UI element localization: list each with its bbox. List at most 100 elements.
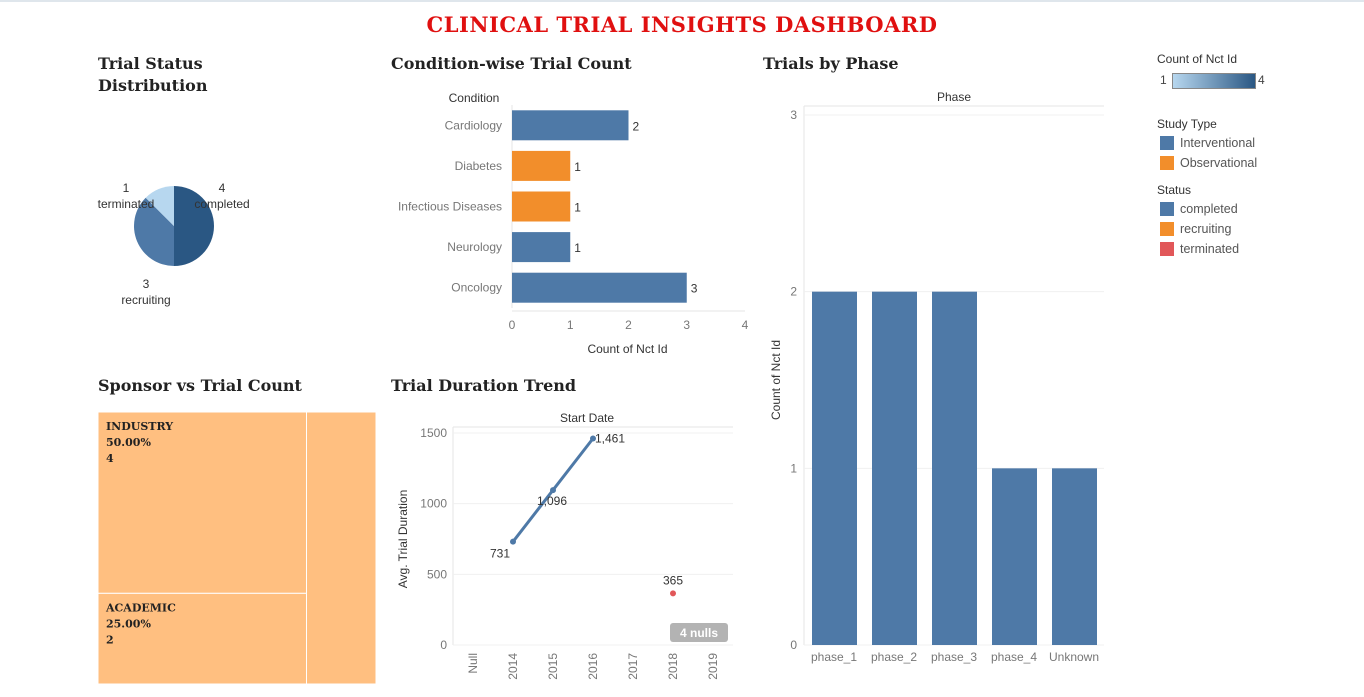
legend-label: Interventional (1180, 136, 1256, 150)
line-header: Start Date (560, 411, 614, 425)
duration-line-chart[interactable]: Start Date 0 500 1000 1500 Avg. Trial Duratio… (380, 405, 740, 695)
status-section-title: Trial Status Distribution (98, 54, 208, 95)
phase-bar[interactable] (812, 291, 857, 645)
pie-category-label: terminated (98, 197, 155, 211)
treemap-cell[interactable] (97, 592, 307, 685)
condition-bar[interactable] (512, 191, 571, 222)
legend-item-recruiting[interactable]: recruiting (1160, 222, 1231, 236)
nulls-badge-label: 4 nulls (680, 626, 718, 640)
phase-bar[interactable] (992, 468, 1037, 645)
x-tick-label: 3 (683, 318, 690, 332)
study-type-legend-title: Study Type (1157, 117, 1217, 131)
legend-item-interventional[interactable]: Interventional (1160, 136, 1255, 150)
color-legend-max: 4 (1258, 73, 1265, 87)
condition-label: Cardiology (445, 118, 502, 132)
duration-section-title: Trial Duration Trend (391, 376, 577, 395)
dashboard-title: CLINICAL TRIAL INSIGHTS DASHBOARD (426, 12, 938, 37)
condition-label: Infectious Diseases (398, 200, 502, 214)
isolated-point[interactable] (670, 590, 676, 597)
bar-value-label: 1 (574, 241, 581, 255)
phase-bar[interactable] (932, 291, 977, 645)
condition-bar[interactable] (512, 110, 629, 141)
isolated-point-label: 365 (663, 573, 683, 587)
x-tick-label: 2016 (586, 653, 600, 680)
phase-bar[interactable] (1052, 468, 1097, 645)
completed-swatch (1160, 202, 1174, 216)
point-label: 1,096 (537, 494, 567, 508)
condition-label: Diabetes (455, 159, 502, 173)
x-tick-label: 2019 (706, 653, 720, 680)
condition-bar-chart[interactable]: Condition Cardiology 2 Diabetes 1 Infectious … (380, 85, 760, 365)
bar-value-label: 1 (574, 160, 581, 174)
phase-label: phase_2 (871, 650, 917, 664)
treemap-percent: 50.00% (106, 436, 151, 449)
x-tick-label: 1 (567, 318, 574, 332)
x-tick-label: 2014 (506, 653, 520, 680)
trend-point[interactable] (510, 538, 516, 545)
bar-value-label: 2 (633, 119, 640, 133)
condition-bar[interactable] (512, 150, 571, 181)
y-tick-label: 500 (427, 567, 447, 581)
bar-value-label: 1 (574, 201, 581, 215)
point-label: 1,461 (595, 432, 625, 446)
treemap-count: 2 (106, 633, 114, 646)
treemap-percent: 25.00% (106, 617, 151, 630)
observational-swatch (1160, 156, 1174, 170)
pie-category-label: completed (194, 197, 249, 211)
x-tick-label: 0 (509, 318, 516, 332)
sponsor-treemap[interactable]: INDUSTRY 50.00% 4 ACADEMIC 25.00% 2 (97, 411, 377, 685)
x-tick-label: 2015 (546, 653, 560, 680)
color-legend-min: 1 (1160, 73, 1167, 87)
treemap-count: 4 (106, 452, 114, 465)
y-tick-label: 1 (790, 461, 797, 475)
pie-slice-terminated[interactable] (145, 186, 174, 226)
treemap-cell[interactable] (97, 411, 307, 594)
x-axis-title: Count of Nct Id (587, 342, 667, 356)
top-border (0, 0, 1364, 2)
y-tick-label: 2 (790, 285, 797, 299)
legend-item-completed[interactable]: completed (1160, 202, 1238, 216)
pie-value-label: 4 (219, 181, 226, 195)
status-pie-chart[interactable]: 4 completed 3 recruiting 1 terminated (90, 170, 280, 320)
y-axis-title: Avg. Trial Duration (396, 490, 410, 589)
phase-label: Unknown (1049, 650, 1099, 664)
y-tick-label: 1500 (420, 426, 447, 440)
treemap-name: INDUSTRY (106, 420, 173, 433)
y-tick-label: 1000 (420, 497, 447, 511)
y-axis-title: Count of Nct Id (769, 340, 783, 420)
treemap-name: ACADEMIC (105, 601, 176, 614)
legend-label: completed (1180, 202, 1238, 216)
treemap-cell[interactable] (306, 411, 377, 685)
trend-point[interactable] (590, 435, 596, 442)
bar-value-label: 3 (691, 282, 698, 296)
x-tick-label: 2018 (666, 653, 680, 680)
condition-section-title: Condition-wise Trial Count (391, 54, 632, 73)
point-label: 731 (490, 547, 510, 561)
y-tick-label: 0 (440, 638, 447, 652)
condition-bar[interactable] (512, 232, 571, 263)
phase-label: phase_1 (811, 650, 857, 664)
condition-axis-title: Condition (449, 91, 500, 105)
phase-bar[interactable] (872, 291, 917, 645)
trend-point[interactable] (550, 487, 556, 494)
pie-slice-completed[interactable] (174, 186, 214, 266)
pie-value-label: 3 (143, 277, 150, 291)
legend-label: Observational (1180, 156, 1258, 170)
pie-slice-recruiting[interactable] (134, 197, 174, 266)
sponsor-section-title: Sponsor vs Trial Count (98, 376, 302, 395)
phase-bar-chart[interactable]: Phase 0 1 2 3 Count of Nct Id phase_1 phase_2 ph… (760, 85, 1120, 675)
nulls-badge[interactable] (670, 623, 728, 642)
condition-label: Neurology (447, 240, 502, 254)
phase-label: phase_4 (991, 650, 1037, 664)
x-tick-label: 2017 (626, 653, 640, 680)
x-tick-label: 4 (742, 318, 749, 332)
legend-item-observational[interactable]: Observational (1160, 156, 1257, 170)
y-tick-label: 3 (790, 108, 797, 122)
status-legend-title: Status (1157, 183, 1192, 197)
phase-section-title: Trials by Phase (763, 54, 899, 73)
legend-item-terminated[interactable]: terminated (1160, 242, 1239, 256)
condition-bar[interactable] (512, 272, 687, 303)
legend-label: recruiting (1180, 222, 1232, 236)
legend-label: terminated (1180, 242, 1240, 256)
color-gradient-ramp (1172, 73, 1256, 89)
